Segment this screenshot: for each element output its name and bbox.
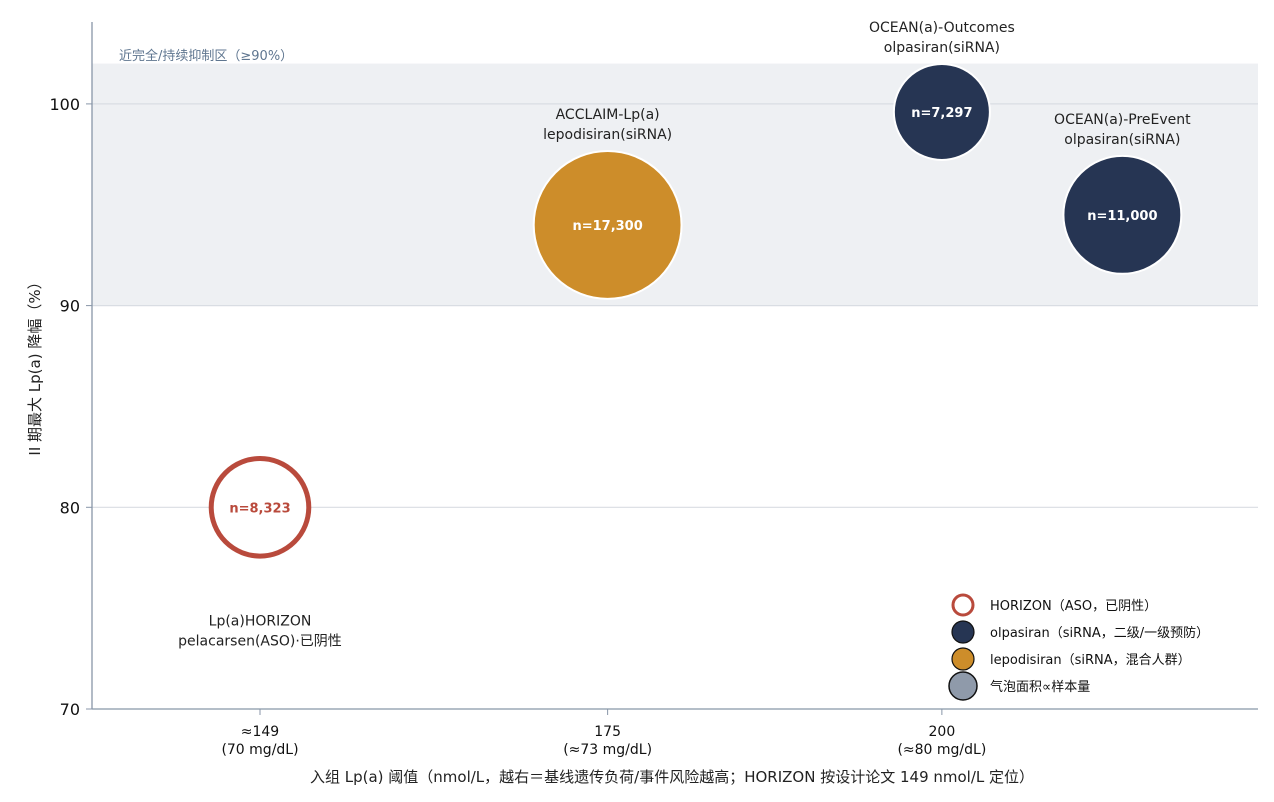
legend-label-3: 气泡面积∝样本量 — [990, 679, 1090, 695]
x-tick-label-149: ≈149 — [241, 724, 279, 740]
bubble-title-1: ACCLAIM-Lp(a) — [556, 107, 660, 123]
x-tick-sublabel-175: (≈73 mg/dL) — [563, 742, 652, 758]
bubbles: n=8,323 Lp(a)HORIZON pelacarsen(ASO)·已阴性 n=… — [178, 20, 1191, 650]
bubble-subtitle-0: pelacarsen(ASO)·已阴性 — [178, 634, 342, 650]
y-tick-label-80: 80 — [60, 498, 80, 517]
bubble-title-3: OCEAN(a)-PreEvent — [1054, 112, 1191, 128]
bubble-subtitle-2: olpasiran(siRNA) — [884, 40, 1000, 56]
bubble-title-2: OCEAN(a)-Outcomes — [869, 20, 1015, 36]
legend-label-1: olpasiran（siRNA，二级/一级预防） — [990, 625, 1209, 641]
y-ticks: 70 80 90 100 — [49, 95, 92, 719]
x-tick-sublabel-149: (70 mg/dL) — [221, 742, 298, 758]
legend: HORIZON（ASO，已阴性） olpasiran（siRNA，二级/一级预防）… — [948, 593, 1209, 701]
x-tick-sublabel-200: (≈80 mg/dL) — [897, 742, 986, 758]
bubble-n-label-1: n=17,300 — [572, 219, 642, 234]
bubble-subtitle-3: olpasiran(siRNA) — [1064, 132, 1180, 148]
bubble-subtitle-1: lepodisiran(siRNA) — [543, 127, 672, 143]
bubble-2 — [892, 62, 991, 161]
legend-marker-0 — [951, 593, 975, 617]
y-tick-label-100: 100 — [49, 95, 80, 114]
bubble-1 — [532, 150, 683, 300]
bubble-n-label-2: n=7,297 — [911, 106, 972, 121]
y-axis-title: II 期最大 Lp(a) 降幅（%） — [26, 274, 44, 455]
bubble-n-label-3: n=11,000 — [1087, 209, 1157, 224]
bubble-0 — [208, 456, 312, 559]
y-tick-label-90: 90 — [60, 297, 80, 316]
y-tick-label-70: 70 — [60, 700, 80, 719]
band-label: 近完全/持续抑制区（≥90%） — [119, 48, 293, 64]
x-axis-title: 入组 Lp(a) 阈值（nmol/L，越右＝基线遗传负荷/事件风险越高；HORI… — [310, 768, 1034, 786]
legend-label-0: HORIZON（ASO，已阴性） — [990, 599, 1157, 614]
bubble-n-label-0: n=8,323 — [229, 501, 290, 516]
bubble-3 — [1062, 154, 1183, 275]
legend-marker-3 — [948, 671, 978, 701]
x-ticks: ≈149 (70 mg/dL) 175 (≈73 mg/dL) 200 (≈80 mg/d… — [221, 709, 986, 758]
legend-marker-2 — [951, 647, 975, 671]
bubble-title-0: Lp(a)HORIZON — [209, 614, 312, 630]
x-tick-label-175: 175 — [594, 724, 621, 740]
x-tick-label-200: 200 — [929, 724, 956, 740]
legend-marker-1 — [951, 620, 975, 644]
legend-label-2: lepodisiran（siRNA，混合人群） — [990, 653, 1191, 668]
